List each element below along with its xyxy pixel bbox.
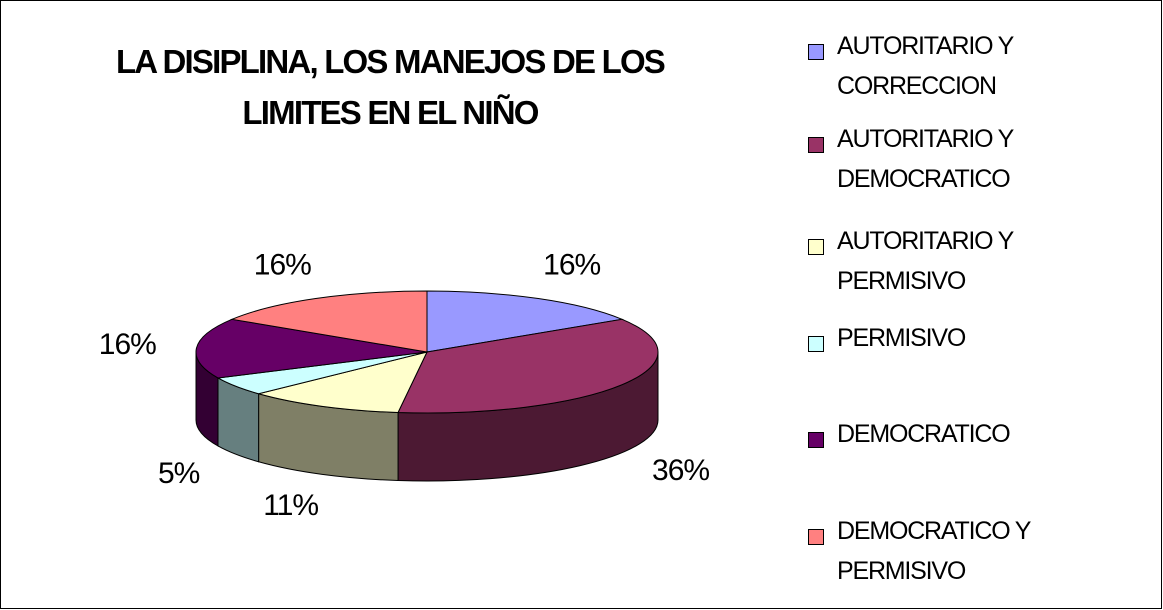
legend-label: AUTORITARIO Y CORRECCION [837, 32, 1014, 100]
legend-swatch [808, 529, 824, 545]
pie-slice [195, 318, 428, 379]
legend-swatch [808, 239, 824, 255]
chart-title: LA DISIPLINA, LOS MANEJOS DE LOS LIMITES… [115, 43, 666, 131]
data-label: 16% [254, 248, 311, 281]
data-label: 11% [263, 489, 318, 522]
pie-slice [256, 351, 428, 414]
data-label: 16% [543, 248, 600, 281]
legend-swatch [808, 44, 824, 60]
legend-swatch [808, 137, 824, 153]
legend-swatch [808, 432, 824, 448]
data-label: 5% [158, 457, 200, 490]
data-label: 36% [652, 454, 709, 487]
legend-label: DEMOCRATICO [837, 420, 1011, 448]
data-label: 16% [99, 328, 156, 361]
legend-swatch [808, 336, 824, 352]
pie-slice [230, 290, 428, 353]
pie-slice [426, 290, 624, 353]
legend-label: AUTORITARIO Y DEMOCRATICO [837, 125, 1014, 193]
legend-label: AUTORITARIO Y PERMISIVO [837, 227, 1014, 295]
legend-label: DEMOCRATICO Y PERMISIVO [837, 517, 1031, 585]
pie-slice [397, 318, 659, 414]
legend-label: PERMISIVO [837, 324, 966, 352]
